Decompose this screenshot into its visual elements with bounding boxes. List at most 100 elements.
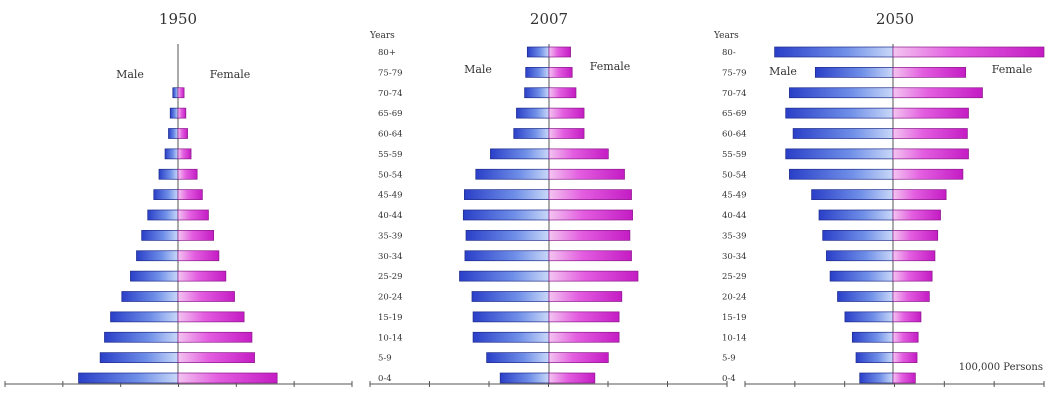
female-bar — [548, 128, 585, 139]
female-bar — [548, 148, 609, 160]
male-bar — [859, 372, 894, 384]
units-note: 100,000 Persons — [959, 362, 1043, 373]
female-bar — [177, 230, 215, 241]
male-bar — [472, 331, 550, 343]
female-bar — [548, 168, 625, 180]
female-bar — [177, 311, 245, 323]
female-bar — [177, 189, 203, 200]
female-bar — [548, 209, 633, 221]
male-bar — [130, 270, 179, 282]
male-bar — [147, 209, 179, 221]
chart-title: 1950 — [159, 10, 197, 28]
male-bar — [136, 250, 179, 262]
age-tick-label: 25-29 — [722, 272, 747, 282]
age-tick-label: 20-24 — [722, 293, 747, 303]
y-axis-title: Years — [369, 31, 395, 41]
male-label: Male — [769, 65, 797, 78]
age-tick-label: 60-64 — [722, 130, 747, 140]
female-bar — [177, 128, 188, 139]
age-tick-label: 50-54 — [378, 170, 403, 180]
male-bar — [789, 87, 894, 99]
male-bar — [475, 168, 550, 180]
female-bar — [548, 189, 632, 200]
male-bar — [471, 291, 550, 302]
age-tick-label: 25-29 — [378, 272, 403, 282]
female-bar — [892, 230, 939, 241]
male-bar — [516, 107, 550, 119]
male-bar — [110, 311, 179, 323]
male-bar — [459, 270, 550, 282]
age-tick-label: 70-74 — [722, 89, 747, 99]
female-bar — [177, 352, 255, 363]
male-bar — [855, 352, 894, 363]
age-tick-label: 80- — [722, 48, 736, 58]
female-bar — [548, 291, 623, 302]
female-bar — [892, 67, 967, 78]
male-bar — [818, 209, 894, 221]
age-tick-label: 45-49 — [722, 191, 747, 201]
female-bar — [548, 67, 573, 78]
male-bar — [169, 107, 179, 119]
age-tick-label: 35-39 — [722, 231, 747, 241]
female-bar — [177, 87, 185, 99]
female-bar — [892, 352, 918, 363]
male-bar — [472, 311, 550, 323]
male-bar — [814, 67, 894, 78]
male-bar — [526, 46, 550, 58]
age-tick-label: 10-14 — [722, 333, 747, 343]
male-bar — [490, 148, 550, 160]
male-bar — [499, 372, 550, 384]
age-tick-label: 75-79 — [722, 68, 747, 78]
age-tick-label: 5-9 — [378, 354, 392, 364]
male-bar — [464, 189, 550, 200]
age-tick-label: 15-19 — [378, 313, 403, 323]
male-bar — [153, 189, 179, 200]
age-tick-label: 60-64 — [378, 130, 403, 140]
male-bar — [525, 67, 550, 78]
male-label: Male — [116, 68, 144, 81]
female-bar — [177, 372, 278, 384]
female-bar — [548, 372, 596, 384]
male-bar — [851, 331, 894, 343]
male-bar — [774, 46, 894, 58]
female-bar — [548, 311, 620, 323]
female-bar — [177, 250, 220, 262]
female-bar — [892, 107, 969, 119]
female-bar — [177, 148, 192, 160]
age-tick-label: 65-69 — [378, 109, 403, 119]
age-tick-label: 0-4 — [722, 374, 736, 384]
age-tick-label: 30-34 — [722, 252, 747, 262]
male-bar — [524, 87, 550, 99]
female-bar — [892, 311, 922, 323]
male-bar — [104, 331, 179, 343]
female-bar — [548, 270, 639, 282]
age-tick-label: 40-44 — [378, 211, 403, 221]
female-bar — [548, 107, 585, 119]
age-tick-label: 70-74 — [378, 89, 403, 99]
female-bar — [892, 148, 969, 160]
female-bar — [892, 168, 964, 180]
female-bar — [892, 331, 919, 343]
female-bar — [177, 209, 209, 221]
age-tick-label: 80+ — [378, 48, 396, 58]
male-bar — [789, 168, 894, 180]
male-bar — [78, 372, 179, 384]
female-bar — [548, 250, 632, 262]
male-bar — [785, 148, 894, 160]
age-tick-label: 65-69 — [722, 109, 747, 119]
male-bar — [811, 189, 894, 200]
female-bar — [177, 291, 235, 302]
female-bar — [892, 128, 968, 139]
age-tick-label: 55-59 — [378, 150, 403, 160]
female-bar — [548, 352, 609, 363]
age-tick-label: 55-59 — [722, 150, 747, 160]
female-bar — [548, 230, 631, 241]
male-bar — [164, 148, 179, 160]
y-axis-title: Years — [713, 31, 739, 41]
female-bar — [892, 270, 933, 282]
male-bar — [158, 168, 179, 180]
male-bar — [513, 128, 550, 139]
female-label: Female — [210, 68, 251, 81]
